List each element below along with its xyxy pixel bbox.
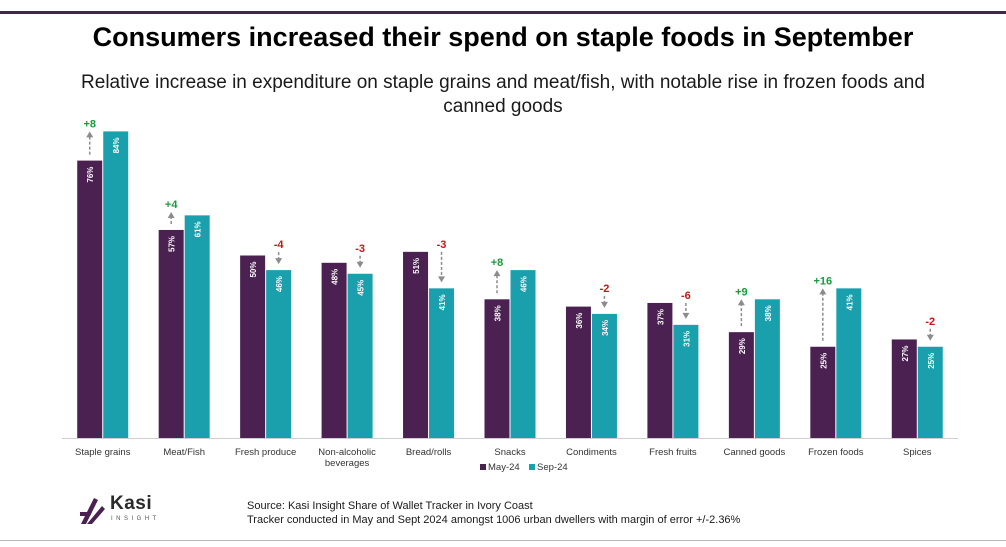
change-arrow-up-icon — [737, 299, 745, 306]
logo-tagline: INSIGHT — [111, 516, 160, 522]
bar-value-label: 38% — [494, 305, 503, 321]
category-label: Fresh fruits — [649, 447, 697, 458]
change-label: -2 — [925, 316, 935, 328]
category-label: Meat/Fish — [163, 447, 205, 458]
source-line-1: Source: Kasi Insight Share of Wallet Tra… — [247, 500, 533, 512]
bar-may — [728, 332, 754, 438]
bar-value-label: 51% — [412, 258, 421, 274]
bar-value-label: 34% — [601, 320, 610, 336]
bar-may — [810, 346, 836, 438]
change-arrow-down-icon — [356, 261, 364, 268]
change-label: -3 — [437, 239, 447, 251]
bar-value-label: 31% — [682, 331, 691, 347]
bar-may — [403, 251, 429, 438]
category-label: Staple grains — [75, 447, 131, 458]
bar-sep — [266, 270, 292, 438]
bar-sep — [510, 270, 536, 438]
bar-sep — [429, 288, 455, 438]
bar-value-label: 84% — [112, 137, 121, 153]
bar-may — [565, 306, 591, 438]
change-arrow-down-icon — [275, 258, 283, 265]
change-label: +9 — [735, 286, 748, 298]
category-label: Condiments — [566, 447, 617, 458]
category-label: Canned goods — [723, 447, 785, 458]
bar-value-label: 27% — [901, 345, 910, 361]
change-arrow-down-icon — [682, 312, 690, 319]
bar-may — [321, 262, 347, 438]
category-label: Snacks — [494, 447, 525, 458]
change-arrow-up-icon — [86, 131, 94, 138]
legend-label: Sep-24 — [537, 462, 568, 473]
bar-sep — [184, 215, 210, 438]
bar-sep — [754, 299, 780, 438]
legend-swatch-may — [480, 464, 486, 470]
category-label: Fresh produce — [235, 447, 296, 458]
bar-value-label: 41% — [845, 294, 854, 310]
change-arrow-up-icon — [819, 288, 827, 295]
legend-swatch-sep — [529, 464, 535, 470]
category-label: Frozen foods — [808, 447, 864, 458]
bar-value-label: 61% — [194, 221, 203, 237]
bar-value-label: 38% — [764, 305, 773, 321]
bar-sep — [347, 273, 373, 438]
change-arrow-up-icon — [167, 211, 175, 218]
change-label: -2 — [600, 283, 610, 295]
change-label: +4 — [165, 199, 178, 211]
bar-may — [240, 255, 266, 438]
change-arrow-up-icon — [493, 270, 501, 277]
bar-value-label: 48% — [331, 269, 340, 285]
bar-value-label: 29% — [738, 338, 747, 354]
change-label: +8 — [83, 118, 96, 130]
bar-value-label: 41% — [438, 294, 447, 310]
category-label: Non-alcoholic beverages — [318, 447, 376, 469]
change-label: +16 — [813, 275, 832, 287]
bar-value-label: 46% — [275, 276, 284, 292]
bar-may — [647, 302, 673, 438]
change-label: -4 — [274, 239, 285, 251]
source-line-2: Tracker conducted in May and Sept 2024 a… — [247, 514, 741, 526]
bar-sep — [917, 346, 943, 438]
kasi-logo: Kasi INSIGHT — [78, 492, 178, 528]
bar-may — [77, 160, 103, 438]
bar-value-label: 36% — [575, 313, 584, 329]
change-label: -3 — [355, 243, 365, 255]
kasi-logo-icon — [80, 498, 105, 524]
category-label: Spices — [903, 447, 932, 458]
legend-label: May-24 — [488, 462, 520, 473]
change-arrow-down-icon — [600, 301, 608, 308]
bar-may — [158, 229, 184, 438]
bar-value-label: 25% — [927, 353, 936, 369]
logo-name: Kasi — [110, 493, 153, 514]
bar-value-label: 37% — [656, 309, 665, 325]
bar-value-label: 76% — [86, 167, 95, 183]
bottom-rule — [0, 540, 1006, 541]
bar-value-label: 46% — [520, 276, 529, 292]
bar-may — [891, 339, 917, 438]
bar-sep — [673, 324, 699, 438]
bar-sep — [103, 131, 129, 438]
chart-title: Consumers increased their spend on stapl… — [92, 22, 914, 52]
change-arrow-down-icon — [926, 334, 934, 341]
chart-subtitle: Relative increase in expenditure on stap… — [81, 72, 925, 117]
bar-value-label: 57% — [168, 236, 177, 252]
bar-chart: 76% 84% +8 Staple grains 57% 61% +4 Meat/Fish 50… — [62, 118, 958, 473]
bar-value-label: 50% — [249, 262, 258, 278]
bar-sep — [591, 313, 617, 438]
change-arrow-down-icon — [438, 276, 446, 283]
bar-sep — [836, 288, 862, 438]
change-label: -6 — [681, 290, 691, 302]
top-rule — [0, 11, 1006, 14]
bar-value-label: 45% — [357, 280, 366, 296]
bar-value-label: 25% — [819, 353, 828, 369]
source-note: Source: Kasi Insight Share of Wallet Tra… — [247, 499, 740, 527]
change-label: +8 — [491, 257, 504, 269]
bar-may — [484, 299, 510, 438]
category-label: Bread/rolls — [406, 447, 452, 458]
